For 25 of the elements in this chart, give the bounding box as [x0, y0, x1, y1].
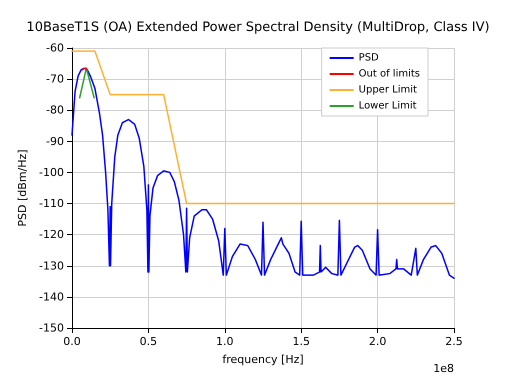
- y-tick-label: -80: [46, 104, 64, 117]
- x-axis-title: frequency [Hz]: [222, 353, 304, 366]
- y-tick-label: -150: [39, 322, 64, 334]
- legend-label: PSD: [358, 52, 380, 64]
- chart-title: 10BaseT1S (OA) Extended Power Spectral Density (MultiDrop, Class IV): [26, 20, 490, 35]
- y-axis-title: PSD [dBm/Hz]: [16, 149, 30, 227]
- text: 1e8: [433, 362, 454, 375]
- x-tick-label: 0.0: [63, 335, 81, 348]
- x-tick-label: 1.0: [216, 335, 234, 348]
- y-tick-label: -110: [39, 197, 64, 210]
- legend-label: Upper Limit: [358, 84, 417, 96]
- y-tick-label: -120: [39, 228, 64, 242]
- y-tick-label: -90: [46, 134, 64, 148]
- x-tick-label: 2.0: [368, 335, 386, 348]
- x-tick-label: 2.5: [445, 335, 463, 348]
- y-tick-label: -70: [46, 72, 64, 86]
- y-tick-label: -130: [39, 259, 64, 272]
- x-tick-label: 0.5: [140, 335, 158, 348]
- y-tick-label: -140: [39, 290, 64, 304]
- x-tick-label: 1.5: [292, 335, 310, 348]
- legend-label: Lower Limit: [358, 100, 417, 112]
- line-series: [71, 67, 455, 279]
- y-tick-label: -60: [46, 42, 64, 54]
- y-tick-label: -100: [39, 166, 64, 179]
- legend-label: Out of limits: [358, 68, 420, 80]
